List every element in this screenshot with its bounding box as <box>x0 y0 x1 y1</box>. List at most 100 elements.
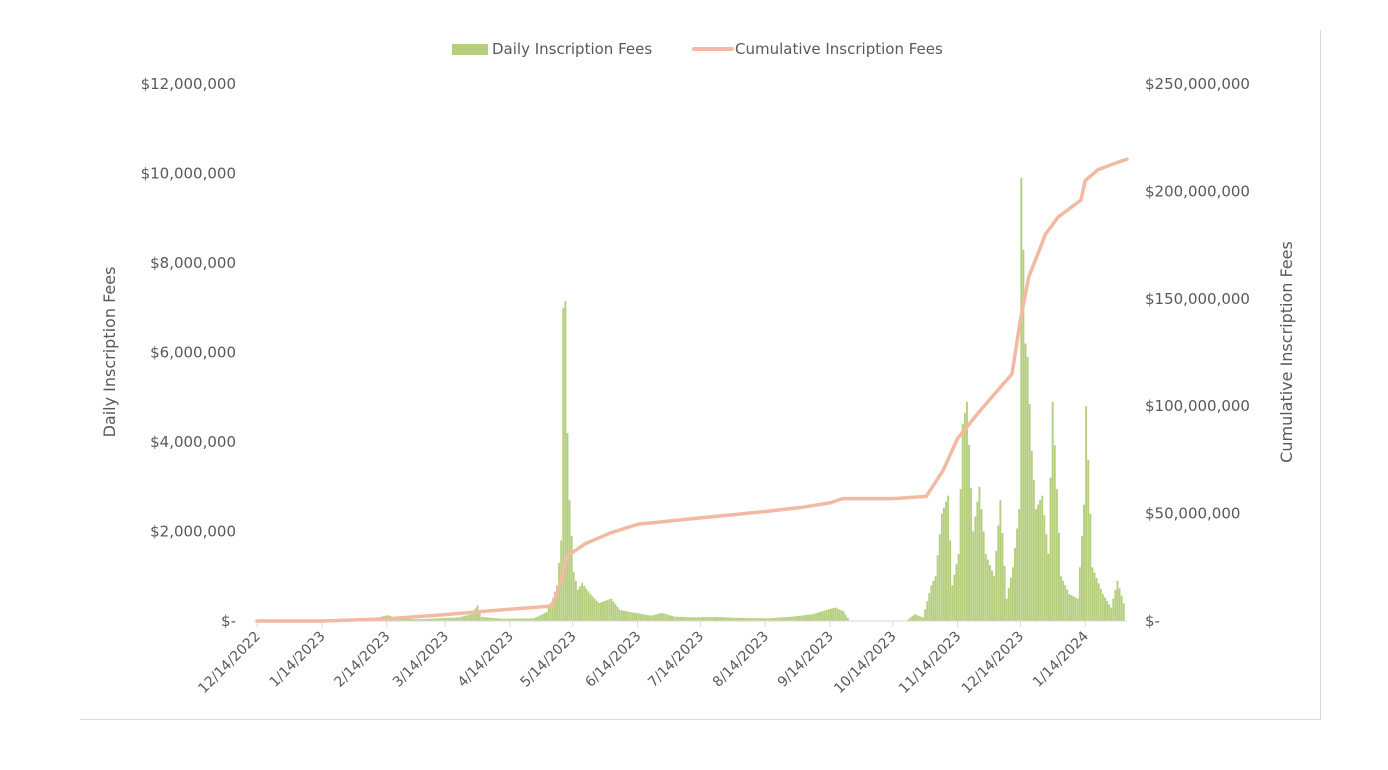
daily-fee-bar <box>637 613 640 621</box>
daily-fee-bar <box>662 613 665 621</box>
daily-fee-bar <box>706 617 709 621</box>
daily-fee-bar <box>593 598 596 622</box>
daily-fee-bar <box>539 615 542 621</box>
daily-fee-bar <box>1001 532 1004 621</box>
daily-fee-bar <box>742 617 745 621</box>
daily-fee-bar <box>1074 597 1077 621</box>
daily-fee-bar <box>1108 604 1111 621</box>
daily-fee-bar <box>443 618 446 621</box>
daily-fee-bar <box>811 614 814 621</box>
daily-fee-bar <box>1106 600 1109 621</box>
daily-fee-bar <box>1045 534 1048 621</box>
legend: Daily Inscription Fees Cumulative Inscri… <box>452 40 943 58</box>
daily-fee-bar <box>641 614 644 621</box>
daily-fee-bar <box>919 616 922 621</box>
daily-fee-bar <box>568 500 571 621</box>
daily-fee-bar <box>819 611 822 621</box>
daily-fee-bar <box>823 610 826 621</box>
daily-fee-bar <box>599 602 602 621</box>
daily-fee-bar <box>930 585 933 621</box>
daily-fee-bar <box>428 618 431 621</box>
daily-fee-bar <box>794 616 797 621</box>
daily-fee-bar <box>656 614 659 621</box>
daily-fee-bar <box>1041 495 1044 621</box>
daily-fee-bar <box>1024 343 1027 621</box>
y-right-tick--250-000-000: $250,000,000 <box>1145 75 1250 93</box>
daily-fee-bar <box>441 618 443 621</box>
daily-fee-bar <box>631 612 634 621</box>
daily-fee-bar <box>658 613 661 621</box>
daily-fee-bar <box>976 501 979 621</box>
daily-fee-bar <box>1047 553 1050 622</box>
daily-fee-bar <box>528 618 531 621</box>
x-tick-3-14-2023: 3/14/2023 <box>390 629 452 691</box>
daily-fee-bar <box>625 611 627 621</box>
daily-fee-bar <box>938 534 941 621</box>
daily-fee-bar <box>579 586 581 621</box>
daily-fee-bar <box>495 618 498 621</box>
daily-fee-bar <box>1005 598 1008 622</box>
daily-fee-bar <box>487 617 489 621</box>
daily-fee-bar <box>1104 597 1106 621</box>
daily-fee-bar <box>1057 532 1060 621</box>
daily-fee-bar <box>838 609 841 621</box>
daily-fee-bar <box>786 617 789 621</box>
daily-fee-bar <box>723 617 726 621</box>
daily-fee-bar <box>717 617 720 621</box>
daily-fee-bar <box>1064 585 1067 621</box>
daily-fee-bar <box>512 618 515 621</box>
daily-fee-bar <box>530 618 533 621</box>
daily-fee-bar <box>710 617 713 621</box>
daily-fee-bar <box>700 617 703 621</box>
daily-fee-bar <box>466 615 469 621</box>
daily-fee-bar <box>420 619 423 621</box>
daily-fee-bar <box>949 540 952 621</box>
daily-fee-bar <box>1083 504 1085 621</box>
daily-fee-bar <box>746 618 749 621</box>
daily-fee-bar <box>499 618 502 621</box>
daily-fee-bar <box>999 500 1002 621</box>
daily-fee-bar <box>480 616 483 621</box>
daily-fee-bar <box>1026 356 1029 621</box>
daily-fee-bar <box>445 617 448 621</box>
daily-fee-bar <box>1110 607 1113 621</box>
daily-fee-bar <box>754 618 757 621</box>
daily-fee-bar <box>1020 177 1023 622</box>
daily-fee-bar <box>643 614 646 621</box>
daily-fee-bar <box>972 531 975 621</box>
daily-fee-bar <box>1114 589 1117 621</box>
daily-fee-bar <box>1066 589 1069 621</box>
daily-fee-bar <box>415 619 418 621</box>
daily-fee-bar <box>606 600 609 621</box>
daily-fee-bar <box>777 617 780 621</box>
daily-fee-bar <box>457 617 460 621</box>
daily-fee-bar <box>784 617 786 621</box>
daily-fee-bar <box>478 611 481 621</box>
daily-fee-bar <box>1122 603 1125 621</box>
cumulative-fee-line <box>255 157 1129 623</box>
daily-fee-bar <box>493 618 496 621</box>
daily-fee-bar <box>1101 594 1104 621</box>
daily-fee-bar <box>1032 480 1035 621</box>
daily-fee-bar <box>453 617 456 621</box>
daily-fee-bar <box>1053 445 1056 621</box>
daily-fee-bar <box>675 616 678 621</box>
chart-frame-right <box>1320 30 1321 720</box>
daily-fee-bar <box>468 614 471 621</box>
daily-fee-bar <box>832 608 835 621</box>
daily-fee-bar <box>405 618 408 621</box>
daily-fee-bar <box>733 617 736 621</box>
daily-fee-bar <box>610 598 613 622</box>
daily-fee-bar <box>438 618 441 621</box>
daily-fee-bar <box>677 616 680 621</box>
daily-fee-bar <box>1091 567 1094 621</box>
daily-fee-bar <box>683 617 686 621</box>
daily-fee-bar <box>978 486 981 621</box>
daily-fee-bar <box>489 617 492 621</box>
daily-fee-bar <box>731 617 734 621</box>
x-tick-10-14-2023: 10/14/2023 <box>831 629 899 697</box>
daily-fee-bar <box>562 307 565 621</box>
daily-fee-bar <box>411 619 414 621</box>
